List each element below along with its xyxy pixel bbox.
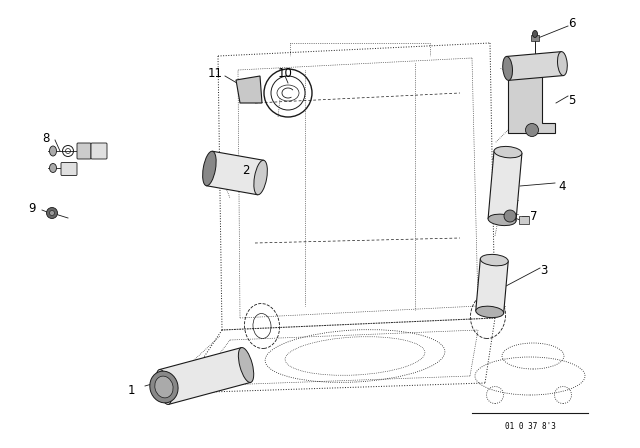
- Polygon shape: [206, 151, 264, 195]
- Circle shape: [525, 124, 538, 137]
- Polygon shape: [488, 151, 522, 221]
- FancyBboxPatch shape: [61, 163, 77, 176]
- Text: 6: 6: [568, 17, 575, 30]
- Ellipse shape: [254, 160, 268, 195]
- FancyBboxPatch shape: [77, 143, 91, 159]
- Bar: [531, 35, 539, 41]
- Text: 2: 2: [242, 164, 250, 177]
- Ellipse shape: [480, 254, 508, 266]
- Polygon shape: [506, 52, 563, 80]
- Text: 01 0 37 8'3: 01 0 37 8'3: [504, 422, 556, 431]
- Ellipse shape: [49, 164, 56, 172]
- Text: 8: 8: [42, 132, 49, 145]
- Polygon shape: [159, 348, 251, 405]
- Ellipse shape: [494, 146, 522, 158]
- Circle shape: [47, 207, 58, 219]
- Text: 9: 9: [28, 202, 35, 215]
- Ellipse shape: [155, 376, 173, 398]
- Ellipse shape: [476, 306, 504, 318]
- Text: 7: 7: [530, 210, 538, 223]
- Ellipse shape: [557, 52, 567, 76]
- Text: 4: 4: [558, 180, 566, 193]
- Text: 5: 5: [568, 94, 575, 107]
- Polygon shape: [236, 76, 262, 103]
- Ellipse shape: [49, 146, 56, 156]
- Ellipse shape: [238, 348, 253, 383]
- Text: 3: 3: [540, 263, 547, 276]
- Bar: [519, 216, 529, 224]
- Text: 10: 10: [278, 66, 293, 79]
- Ellipse shape: [203, 151, 216, 186]
- Text: 1: 1: [128, 383, 136, 396]
- Ellipse shape: [502, 56, 513, 80]
- Circle shape: [49, 211, 54, 215]
- Polygon shape: [476, 259, 508, 313]
- Ellipse shape: [488, 214, 516, 226]
- FancyBboxPatch shape: [91, 143, 107, 159]
- Circle shape: [504, 210, 516, 222]
- Ellipse shape: [150, 371, 178, 403]
- Ellipse shape: [156, 370, 172, 405]
- Polygon shape: [508, 76, 555, 133]
- Ellipse shape: [532, 30, 538, 38]
- Text: 11: 11: [208, 66, 223, 79]
